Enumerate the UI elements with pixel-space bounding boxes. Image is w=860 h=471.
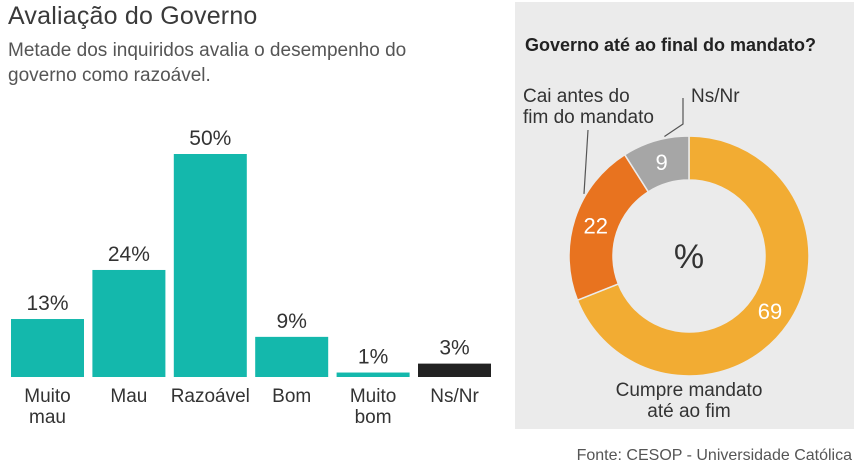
donut-category-label: Ns/Nr — [691, 86, 740, 107]
donut-title: Governo até ao final do mandato? — [525, 35, 817, 55]
bar-category-label: Ns/Nr — [430, 386, 479, 407]
donut-category-label: até ao fim — [647, 401, 730, 422]
donut-category-label: Cai antes do — [523, 86, 630, 107]
bar-3 — [255, 336, 329, 377]
bar-value-label: 9% — [277, 310, 307, 333]
bar-2 — [173, 154, 247, 377]
bar-value-label: 1% — [358, 346, 388, 369]
donut-center-label: % — [674, 238, 704, 276]
donut-category-label: Cumpre mandato — [616, 380, 763, 401]
donut-panel: Governo até ao final do mandato? 69 22 9% C… — [515, 2, 854, 429]
source-note: Fonte: CESOP - Universidade Católica — [576, 447, 852, 464]
bar-4 — [336, 372, 410, 377]
bar-category-label: Razoável — [171, 386, 250, 407]
chart-title: Avaliação do Governo — [8, 2, 258, 30]
donut-slice-2 — [623, 135, 690, 193]
donut-value-label: 22 — [584, 214, 608, 239]
bar-category-label: bom — [355, 407, 392, 428]
donut-value-label: 9 — [656, 150, 668, 175]
leader-line — [664, 98, 684, 137]
bar-category-label: Mau — [110, 386, 147, 407]
donut-value-label: 69 — [758, 299, 782, 324]
donut-category-label: fim do mandato — [523, 107, 654, 128]
bar-category-label: Muito — [350, 386, 396, 407]
leader-line — [583, 129, 589, 194]
bar-value-label: 13% — [26, 292, 68, 315]
bar-value-label: 3% — [439, 337, 469, 360]
bar-1 — [92, 269, 166, 377]
donut-slice-1 — [568, 153, 650, 302]
bar-5 — [418, 363, 491, 377]
donut-slice-0 — [576, 135, 810, 377]
bar-category-label: Muito — [24, 386, 70, 407]
chart-subtitle: Metade dos inquiridos avalia o desempenh… — [8, 40, 407, 86]
bar-category-label: Bom — [272, 386, 311, 407]
bar-0 — [11, 319, 84, 377]
bar-value-label: 50% — [189, 127, 231, 150]
bar-chart: 13%Muitomau24%Mau50%Razoável9%Bom1%Muito… — [11, 127, 491, 428]
bar-value-label: 24% — [108, 243, 150, 266]
bar-category-label: mau — [29, 407, 66, 428]
